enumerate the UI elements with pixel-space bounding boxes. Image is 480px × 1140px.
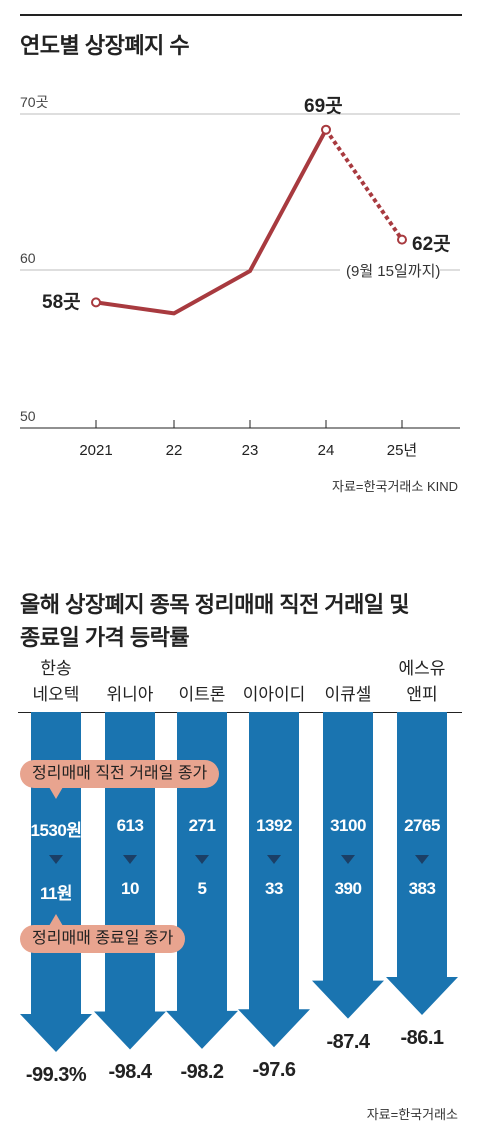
series-line-dashed bbox=[324, 128, 404, 241]
legend-after-pill: 정리매매 종료일 종가 bbox=[20, 925, 186, 953]
after-price-label: 5 bbox=[197, 879, 207, 898]
legend-before-pill: 정리매매 직전 거래일 종가 bbox=[20, 760, 220, 788]
company-label-line: 이아이디 bbox=[242, 685, 306, 704]
bar-baseline bbox=[18, 712, 462, 713]
arrow-bar bbox=[312, 712, 384, 1019]
down-triangle-icon bbox=[267, 855, 281, 864]
company-label: 이아이디 bbox=[234, 682, 314, 708]
line-chart-title: 연도별 상장폐지 수 bbox=[20, 33, 190, 58]
x-tick-label: 24 bbox=[318, 442, 335, 459]
y-tick-60: 60 bbox=[20, 250, 36, 266]
change-percent-label: -86.1 bbox=[400, 1027, 444, 1049]
change-percent-label: -98.2 bbox=[180, 1060, 224, 1083]
bar-chart-source: 자료=한국거래소 bbox=[366, 1107, 458, 1122]
x-tick-label: 22 bbox=[166, 442, 183, 459]
company-label: 이큐셀 bbox=[308, 682, 388, 708]
change-percent-label: -99.3% bbox=[25, 1064, 87, 1086]
series-line-solid bbox=[95, 128, 328, 316]
point-label-2021: 58곳 bbox=[42, 292, 81, 313]
company-label-line: 이트론 bbox=[178, 685, 226, 704]
after-price-label: 383 bbox=[408, 879, 436, 898]
company-label-line: 앤피 bbox=[406, 685, 438, 704]
before-price-label: 1530원 bbox=[30, 821, 82, 840]
y-tick-50: 50 bbox=[20, 408, 36, 424]
x-tick-label: 25년 bbox=[387, 442, 418, 459]
point-label-24: 69곳 bbox=[304, 96, 343, 117]
arrow-bar bbox=[94, 712, 166, 1050]
y-tick-70: 70곳 bbox=[20, 94, 49, 110]
point-label-25: 62곳 bbox=[412, 234, 451, 255]
bar-chart-title-line-2: 종료일 가격 등락률 bbox=[20, 625, 190, 650]
line-chart: 70곳 60 50 2021 22 23 24 25년 58곳 69곳 62곳 (9월 … bbox=[20, 94, 460, 459]
company-label-line: 이큐셀 bbox=[324, 685, 372, 704]
line-chart-source: 자료=한국거래소 KIND bbox=[332, 479, 458, 494]
company-label: 위니아 bbox=[90, 682, 170, 708]
after-price-label: 10 bbox=[121, 879, 139, 898]
x-tick-label: 23 bbox=[242, 442, 259, 459]
before-price-label: 613 bbox=[116, 816, 144, 835]
after-price-label: 390 bbox=[334, 879, 362, 898]
before-price-label: 271 bbox=[188, 816, 216, 835]
change-percent-label: -97.6 bbox=[252, 1059, 296, 1082]
before-price-label: 3100 bbox=[330, 816, 366, 835]
down-triangle-icon bbox=[415, 855, 429, 864]
bar-chart-title-line-1: 올해 상장폐지 종목 정리매매 직전 거래일 및 bbox=[20, 592, 410, 617]
legend-before-pointer bbox=[49, 787, 63, 799]
company-label: 이트론 bbox=[162, 682, 242, 708]
company-label-line: 한송 bbox=[40, 659, 72, 678]
data-point bbox=[91, 297, 101, 308]
arrow-bar bbox=[166, 712, 238, 1049]
data-point bbox=[397, 234, 407, 245]
company-label-line: 네오텍 bbox=[32, 685, 80, 704]
before-price-label: 1392 bbox=[256, 816, 292, 835]
down-triangle-icon bbox=[123, 855, 137, 864]
down-triangle-icon bbox=[341, 855, 355, 864]
company-label-line: 에스유 bbox=[398, 659, 446, 678]
down-triangle-icon bbox=[195, 855, 209, 864]
legend-after-pointer bbox=[49, 914, 63, 926]
after-price-label: 11원 bbox=[39, 884, 73, 903]
bar-chart-title: 올해 상장폐지 종목 정리매매 직전 거래일 및 종료일 가격 등락률 bbox=[20, 588, 410, 654]
company-label-line: 위니아 bbox=[106, 685, 154, 704]
arrow-bar bbox=[238, 712, 310, 1048]
x-tick-label: 2021 bbox=[79, 442, 112, 459]
after-price-label: 33 bbox=[265, 879, 283, 898]
annotation-date: (9월 15일까지) bbox=[346, 263, 440, 280]
change-percent-label: -98.4 bbox=[108, 1061, 152, 1084]
before-price-label: 2765 bbox=[404, 816, 440, 835]
change-percent-label: -87.4 bbox=[326, 1030, 370, 1053]
down-triangle-icon bbox=[49, 855, 63, 864]
top-rule bbox=[20, 14, 462, 16]
data-point bbox=[321, 124, 331, 135]
arrow-bar bbox=[20, 712, 92, 1052]
